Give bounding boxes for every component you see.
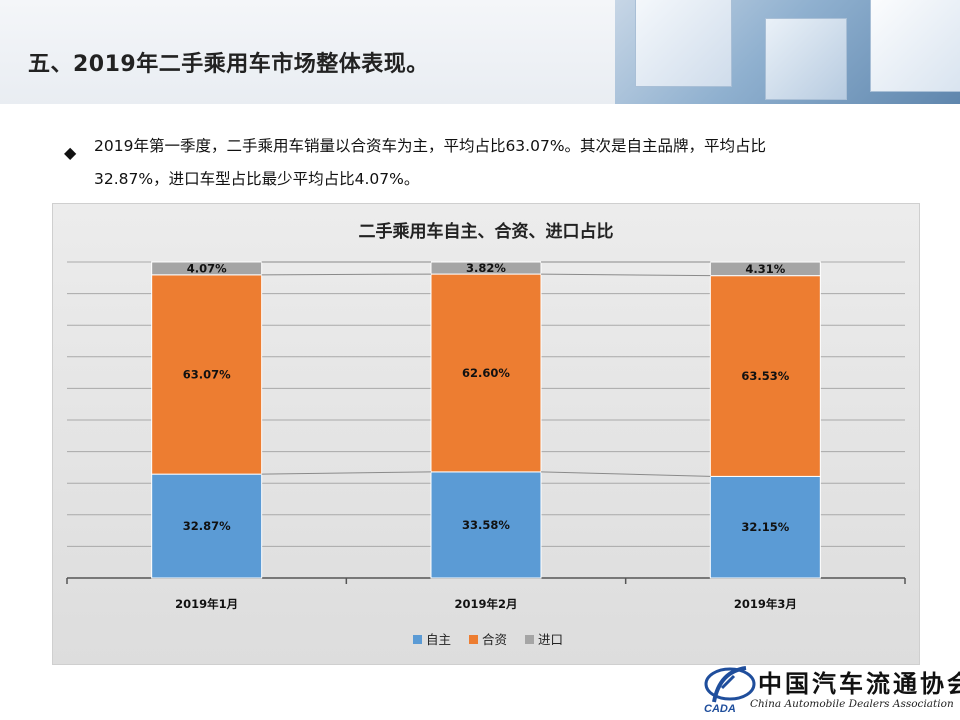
- bar-segment: [430, 261, 542, 275]
- category-label: 2019年1月: [175, 597, 238, 611]
- stacked-bar-chart: 二手乘用车自主、合资、进口占比 32.87% 63.07% 4.07% 2019年1月 3…: [66, 221, 906, 647]
- category-label: 2019年3月: [734, 597, 797, 611]
- bullet-line-1: 2019年第一季度，二手乘用车销量以合资车为主，平均占比63.07%。其次是自主…: [94, 137, 767, 155]
- category-label: 2019年2月: [454, 597, 517, 611]
- bar-segment: [709, 261, 821, 277]
- series-connector-line: [261, 273, 432, 276]
- data-label: 4.07%: [187, 261, 227, 275]
- legend-entry: 进口: [538, 632, 563, 647]
- data-label: 62.60%: [462, 366, 510, 380]
- decorative-cube: [635, 0, 732, 87]
- legend-entry: 合资: [482, 632, 507, 647]
- data-label: 32.87%: [183, 519, 231, 533]
- diamond-bullet-icon: ◆: [64, 143, 77, 162]
- series-connector-line: [261, 471, 432, 475]
- legend-swatch: [469, 635, 478, 644]
- cada-logo: CADA 中国汽车流通协会 China Automobile Dealers A…: [700, 660, 960, 716]
- decorative-cube: [765, 18, 847, 100]
- chart-title: 二手乘用车自主、合资、进口占比: [359, 221, 614, 242]
- bar-segment: [151, 473, 263, 579]
- bar-segment: [709, 475, 821, 579]
- bullet-line-2: 32.87%，进口车型占比最少平均占比4.07%。: [94, 170, 420, 188]
- data-label: 33.58%: [462, 518, 510, 532]
- logo-chinese-name: 中国汽车流通协会: [758, 669, 960, 698]
- data-label: 63.07%: [183, 367, 231, 381]
- bar-segment: [430, 273, 542, 473]
- series-connector-line: [540, 471, 711, 477]
- legend-entry: 自主: [426, 632, 451, 647]
- decorative-cube: [870, 0, 960, 92]
- bar-segment: [709, 275, 821, 477]
- data-label: 3.82%: [466, 261, 506, 275]
- cada-logo-mark-icon: CADA: [704, 666, 756, 714]
- logo-english-name: China Automobile Dealers Association: [750, 698, 954, 710]
- bar-segment: [151, 274, 263, 475]
- series-connector-line: [540, 273, 711, 277]
- page-title: 五、2019年二手乘用车市场整体表现。: [28, 52, 429, 77]
- bullet-paragraph: ◆ 2019年第一季度，二手乘用车销量以合资车为主，平均占比63.07%。其次是…: [64, 130, 916, 196]
- data-label: 32.15%: [741, 520, 789, 534]
- data-label: 63.53%: [741, 369, 789, 383]
- data-label: 4.31%: [745, 262, 785, 276]
- header-banner: 五、2019年二手乘用车市场整体表现。: [0, 0, 960, 104]
- legend-swatch: [525, 635, 534, 644]
- chart-panel: 二手乘用车自主、合资、进口占比 32.87% 63.07% 4.07% 2019年1月 3…: [52, 203, 920, 665]
- logo-mark-text: CADA: [704, 703, 736, 714]
- bar-segment: [151, 261, 263, 276]
- legend-swatch: [413, 635, 422, 644]
- header-decoration: [615, 0, 960, 104]
